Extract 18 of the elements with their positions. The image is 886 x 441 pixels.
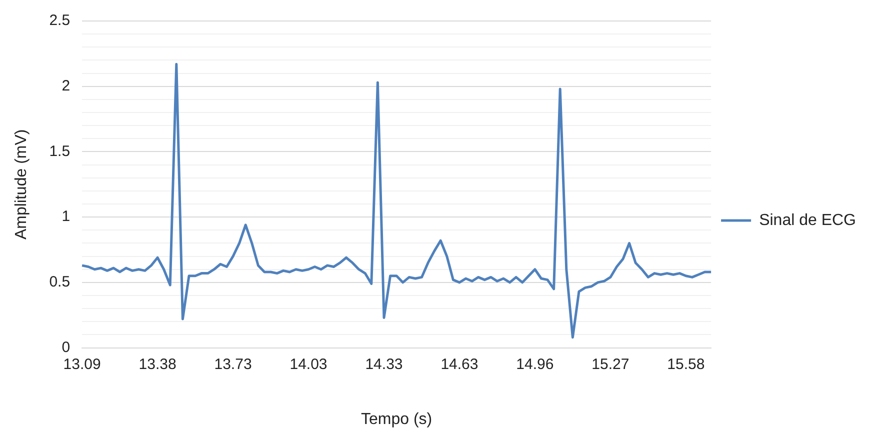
y-tick-label: 0.5 (49, 274, 70, 291)
x-tick-label: 13.38 (138, 356, 176, 373)
y-tick-label: 0 (62, 338, 70, 356)
y-tick-label: 2 (62, 78, 70, 94)
x-tick-label: 15.27 (592, 356, 630, 373)
legend-label: Sinal de ECG (759, 212, 856, 229)
y-tick-label: 1 (62, 208, 70, 226)
x-tick-label: 14.96 (516, 356, 554, 373)
x-tick-label: 13.09 (63, 356, 101, 373)
y-tick-label: 2.5 (49, 12, 70, 30)
x-tick-label: 14.33 (365, 356, 403, 373)
y-tick-label: 1.5 (49, 142, 70, 160)
x-tick-label: 15.58 (667, 356, 705, 373)
x-tick-label: 13.73 (214, 356, 252, 373)
x-tick-label: 14.03 (290, 356, 328, 373)
x-axis-title: Tempo (s) (360, 410, 432, 428)
x-tick-label: 14.63 (440, 356, 478, 373)
y-axis-title: Amplitude (mV) (13, 129, 30, 240)
